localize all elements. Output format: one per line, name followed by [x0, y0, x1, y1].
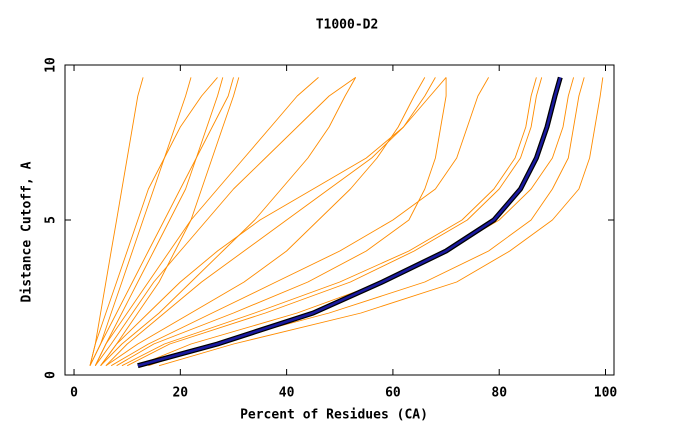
series-line	[116, 77, 447, 367]
series-line	[137, 77, 575, 367]
series-line	[100, 77, 436, 366]
x-axis-label: Percent of Residues (CA)	[240, 408, 428, 423]
series-line	[148, 77, 585, 367]
x-tick-label: 0	[70, 386, 78, 401]
series-line	[94, 77, 356, 366]
series-line	[121, 77, 537, 367]
series-line	[105, 77, 447, 367]
y-tick-label: 5	[44, 216, 59, 224]
series-line	[105, 77, 426, 367]
plot-area	[89, 76, 604, 369]
x-tick-label: 100	[594, 386, 618, 401]
x-tick-label: 80	[491, 386, 507, 401]
series-line	[126, 77, 543, 367]
series-line	[94, 77, 224, 366]
x-tick-label: 20	[172, 386, 188, 401]
series-line	[89, 77, 234, 366]
series-line	[89, 77, 144, 366]
series-line	[94, 77, 319, 366]
series-line	[100, 77, 357, 367]
series-line	[158, 77, 604, 367]
series-line	[137, 77, 562, 367]
series-line	[89, 77, 218, 366]
chart-title: T1000-D2	[316, 18, 379, 33]
x-tick-label: 60	[385, 386, 401, 401]
y-axis-label: Distance Cutoff, A	[20, 161, 35, 302]
series-line	[89, 77, 192, 366]
y-tick-label: 0	[44, 371, 59, 379]
series-line	[110, 77, 489, 367]
x-tick-label: 40	[279, 386, 295, 401]
y-tick-label: 10	[44, 57, 59, 73]
